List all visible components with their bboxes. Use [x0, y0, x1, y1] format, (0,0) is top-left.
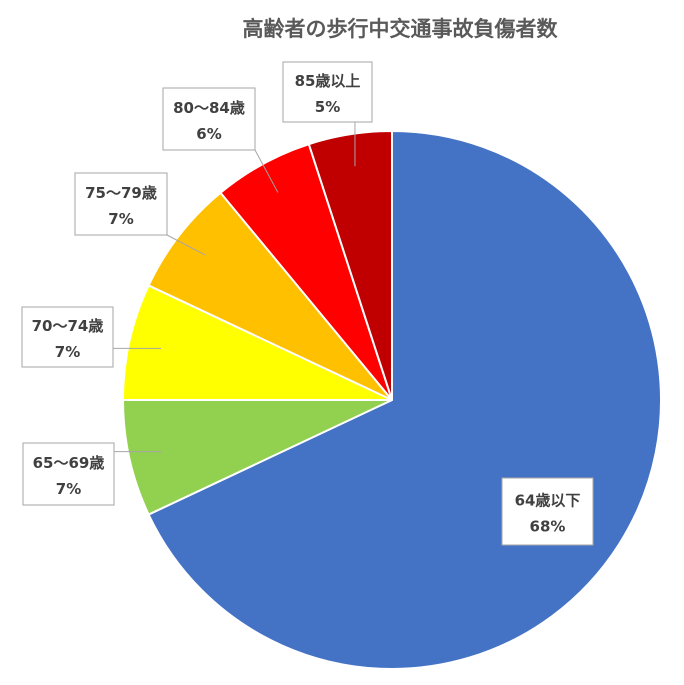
- category-label: 70〜74歳: [32, 317, 104, 335]
- category-label: 80〜84歳: [173, 99, 245, 117]
- data-label-box: [501, 477, 594, 546]
- category-label: 64歳以下: [515, 492, 581, 510]
- leader-line: [254, 149, 279, 193]
- percent-label: 6%: [196, 125, 221, 143]
- percent-label: 68%: [530, 518, 566, 536]
- percent-label: 7%: [55, 343, 80, 361]
- leader-line: [166, 234, 206, 256]
- data-label-box: [22, 442, 115, 506]
- pie-slice: [121, 284, 393, 401]
- data-label-box: [74, 172, 168, 236]
- category-label: 75〜79歳: [85, 184, 157, 202]
- chart-title: 高齢者の歩行中交通事故負傷者数: [243, 17, 559, 41]
- category-label: 65〜69歳: [33, 454, 105, 472]
- pie-slice: [307, 129, 393, 401]
- percent-label: 5%: [315, 98, 340, 116]
- data-label-box: [282, 61, 373, 123]
- category-label: 85歳以上: [295, 72, 361, 90]
- percent-label: 7%: [108, 210, 133, 228]
- data-label-box: [162, 87, 256, 151]
- pie-slice: [147, 191, 393, 401]
- data-label-box: [21, 306, 114, 368]
- percent-label: 7%: [56, 480, 81, 498]
- pie-slice: [121, 399, 393, 516]
